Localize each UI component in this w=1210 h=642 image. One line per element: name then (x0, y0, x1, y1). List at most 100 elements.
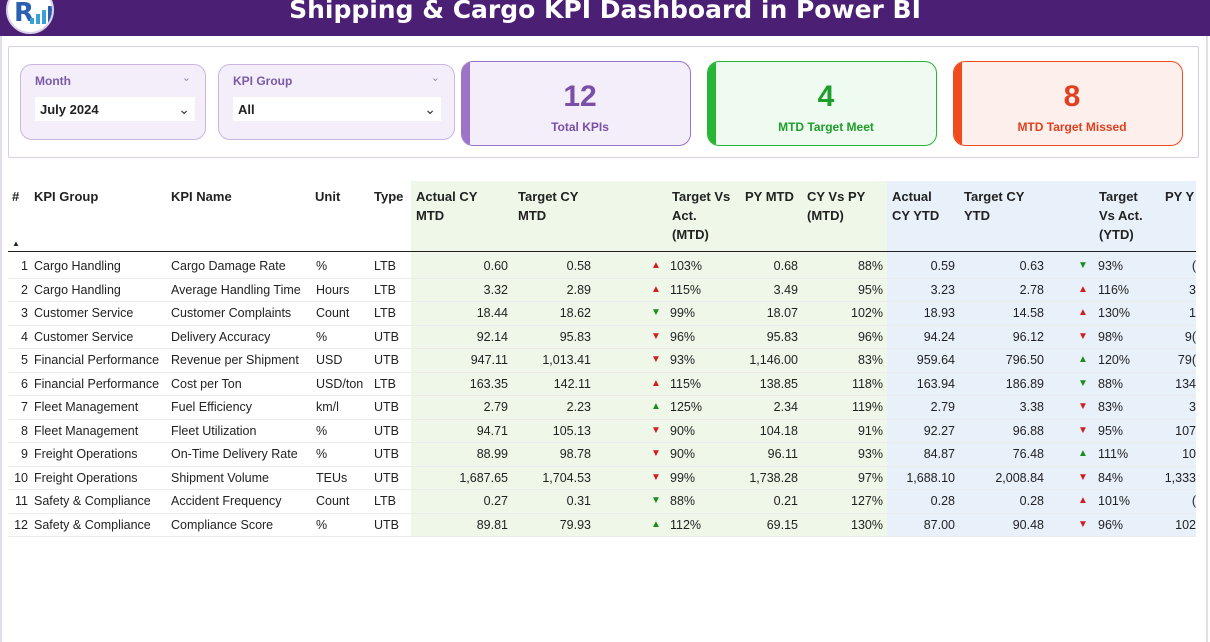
table-row[interactable]: 2 Cargo Handling Average Handling Time Hour… (8, 279, 1196, 302)
cell-name: Fleet Utilization (171, 423, 257, 438)
table-row[interactable]: 4 Customer Service Delivery Accuracy% UTB 92… (8, 326, 1196, 349)
col-header-type[interactable]: Type (374, 189, 404, 204)
col-header-target-cy-mtd[interactable]: Target CY MTD (518, 189, 579, 223)
cell-cy-py-mtd: 97% (857, 470, 883, 485)
cell-actual-ytd: 84.87 (923, 447, 955, 461)
triangle-down-icon: ▼ (651, 354, 661, 365)
cell-unit: Count (316, 306, 350, 320)
triangle-down-icon: ▼ (1078, 330, 1088, 342)
month-dropdown[interactable]: July 2024 ⌄ (35, 97, 195, 121)
cell-type: UTB (374, 423, 399, 438)
cell-target-mtd: 105.13 (552, 423, 591, 438)
cell-tva-ytd: 98% (1098, 329, 1124, 344)
cell-actual-ytd: 2.79 (930, 400, 955, 414)
col-header-py-ytd[interactable]: PY Y (1165, 189, 1195, 204)
mtd-target-missed-card: 8 MTD Target Missed (953, 61, 1183, 146)
cell-py-ytd: ( (1191, 494, 1196, 508)
cell-type: LTB (374, 259, 396, 273)
table-row[interactable]: 3 Customer Service Customer Complaints Coun… (8, 302, 1196, 326)
cell-unit: km/l (316, 400, 339, 414)
table-row[interactable]: 6 Financial Performance Cost per Ton USD/to… (8, 373, 1196, 396)
kpi-table[interactable]: # ▲ KPI Group KPI Name Unit Type Actual … (8, 181, 1196, 537)
cell-group: Fleet Management (34, 423, 139, 438)
col-header-num[interactable]: # (12, 189, 20, 204)
cell-cy-py-mtd: 93% (857, 447, 883, 461)
chevron-down-icon[interactable]: ⌄ (430, 72, 440, 84)
cell-group: Customer Service (34, 306, 134, 320)
table-row[interactable]: 12 Safety & Compliance Compliance Score% UT… (8, 514, 1196, 537)
cell-num: 8 (21, 423, 28, 438)
cell-tva-mtd: 93% (670, 353, 696, 367)
cell-target-mtd: 1,013.41 (542, 353, 591, 367)
cell-target-ytd: 2,008.84 (995, 470, 1044, 485)
cell-target-ytd: 2.78 (1019, 282, 1044, 297)
triangle-up-icon: ▲ (651, 518, 661, 530)
col-header-actual-cy-ytd[interactable]: Actual CY YTD (892, 189, 940, 223)
cell-target-ytd: 186.89 (1005, 376, 1044, 391)
cell-py-ytd: 3 (1189, 400, 1196, 414)
chevron-down-icon[interactable]: ⌄ (178, 100, 190, 117)
cell-tva-mtd: 88% (670, 494, 696, 508)
col-header-kpi-name[interactable]: KPI Name (171, 189, 232, 204)
cell-num: 1 (21, 259, 28, 273)
month-slicer[interactable]: Month ⌄ July 2024 ⌄ (20, 64, 206, 140)
triangle-down-icon: ▼ (1078, 377, 1088, 389)
col-header-cy-vs-py-mtd[interactable]: CY Vs PY (MTD) (807, 189, 866, 223)
cell-group: Fleet Management (34, 400, 139, 414)
cell-py-mtd: 1,738.28 (749, 470, 798, 485)
table-row[interactable]: 7 Fleet Management Fuel Efficiency km/l UTB 2… (8, 396, 1196, 420)
cell-num: 2 (21, 282, 28, 297)
cell-name: Cargo Damage Rate (171, 259, 286, 273)
cell-name: On-Time Delivery Rate (171, 447, 298, 461)
table-row[interactable]: 8 Fleet Management Fleet Utilization% UTB 94… (8, 420, 1196, 443)
cell-tva-mtd: 125% (670, 400, 702, 414)
col-header-target-vs-act-mtd[interactable]: Target Vs Act. (MTD) (672, 189, 731, 242)
col-header-actual-cy-mtd[interactable]: Actual CY MTD (416, 189, 478, 223)
kpi-group-dropdown[interactable]: All ⌄ (233, 97, 441, 121)
col-header-py-mtd[interactable]: PY MTD (745, 189, 794, 204)
cell-actual-mtd: 92.14 (476, 329, 508, 344)
table-row[interactable]: 11 Safety & Compliance Accident Frequency C… (8, 490, 1196, 514)
col-header-target-vs-act-ytd[interactable]: Target Vs Act. (YTD) (1099, 189, 1143, 242)
cell-target-mtd: 1,704.53 (542, 470, 591, 485)
table-row[interactable]: 10 Freight Operations Shipment Volume TEUs U… (8, 467, 1196, 490)
cell-py-mtd: 3.49 (773, 282, 798, 297)
month-value: July 2024 (40, 101, 99, 117)
cell-cy-py-mtd: 91% (857, 423, 883, 438)
table-row[interactable]: 9 Freight Operations On-Time Delivery Rate… (8, 443, 1196, 467)
cell-tva-mtd: 115% (670, 376, 702, 391)
cell-tva-ytd: 120% (1098, 353, 1130, 367)
cell-py-ytd: 79( (1177, 353, 1196, 367)
cell-target-ytd: 0.28 (1019, 494, 1044, 508)
cell-type: UTB (374, 400, 399, 414)
cell-tva-mtd: 90% (670, 447, 696, 461)
chevron-down-icon[interactable]: ⌄ (424, 100, 436, 117)
cell-actual-ytd: 92.27 (923, 423, 955, 438)
cell-tva-mtd: 99% (670, 306, 696, 320)
cell-actual-ytd: 163.94 (916, 376, 955, 391)
col-header-kpi-group[interactable]: KPI Group (34, 189, 99, 204)
cell-cy-py-mtd: 119% (851, 400, 883, 414)
col-header-unit[interactable]: Unit (315, 189, 341, 204)
sort-ascending-icon[interactable]: ▲ (12, 239, 20, 248)
table-row[interactable]: 5 Financial Performance Revenue per Shipme… (8, 349, 1196, 373)
triangle-down-icon: ▼ (1078, 424, 1088, 436)
cell-name: Accident Frequency (171, 494, 282, 508)
triangle-down-icon: ▼ (1078, 518, 1088, 530)
logo-letter: R (14, 0, 35, 28)
col-header-target-cy-ytd[interactable]: Target CY YTD (964, 189, 1025, 223)
cell-py-mtd: 0.68 (773, 259, 798, 273)
cell-tva-mtd: 115% (670, 282, 702, 297)
chevron-down-icon[interactable]: ⌄ (181, 72, 191, 84)
cell-target-ytd: 796.50 (1005, 353, 1044, 367)
cell-type: UTB (374, 447, 399, 461)
kpi-group-slicer[interactable]: KPI Group ⌄ All ⌄ (218, 64, 455, 140)
month-slicer-label: Month (35, 74, 71, 88)
cell-py-ytd: 1 (1189, 306, 1196, 320)
title-banner: R Shipping & Cargo KPI Dashboard in Powe… (0, 0, 1210, 36)
cell-target-mtd: 2.23 (566, 400, 591, 414)
table-row[interactable]: 1 Cargo Handling Cargo Damage Rate% LTB 0.60… (8, 255, 1196, 279)
cell-num: 7 (21, 400, 28, 414)
cell-actual-ytd: 87.00 (923, 517, 955, 532)
cell-target-ytd: 3.38 (1019, 400, 1044, 414)
